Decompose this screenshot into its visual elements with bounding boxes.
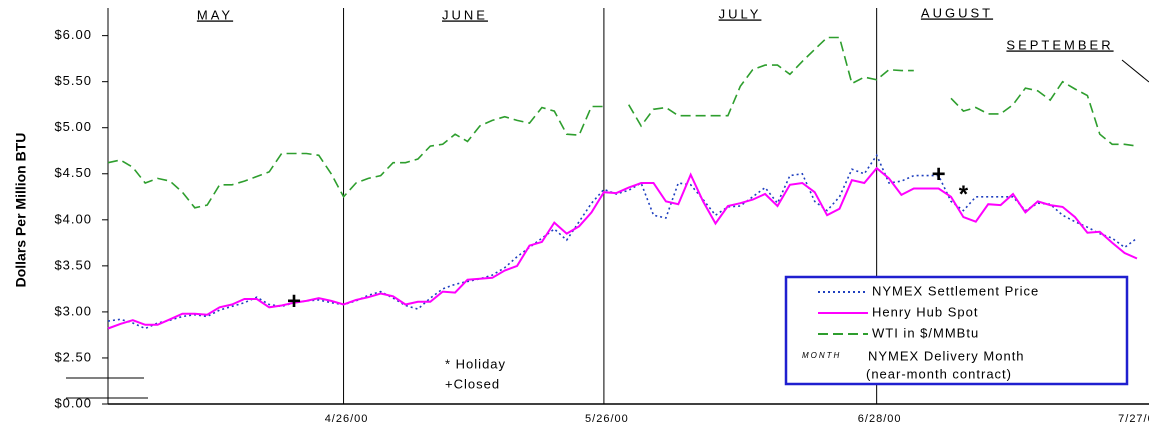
x-tick-label: 6/28/00 bbox=[858, 413, 902, 425]
month-label: MAY bbox=[197, 7, 233, 22]
y-tick-label: $4.50 bbox=[54, 165, 92, 180]
x-tick-label: 7/27/00 bbox=[1118, 413, 1149, 425]
x-tick-label: 5/26/00 bbox=[585, 413, 629, 425]
y-tick-label: $0.00 bbox=[54, 395, 92, 410]
month-label: JULY bbox=[719, 6, 762, 21]
note: * Holiday bbox=[445, 356, 506, 371]
note: +Closed bbox=[445, 376, 500, 391]
y-tick-label: $3.00 bbox=[54, 303, 92, 318]
legend-label: NYMEX Delivery Month bbox=[868, 348, 1025, 363]
legend-label: Henry Hub Spot bbox=[872, 304, 979, 319]
legend-label: WTI in $/MMBtu bbox=[872, 325, 979, 340]
marker: + bbox=[932, 161, 946, 188]
legend-label: (near-month contract) bbox=[866, 366, 1012, 381]
marker: * bbox=[959, 181, 969, 208]
y-tick-label: $5.00 bbox=[54, 119, 92, 134]
legend-label: NYMEX Settlement Price bbox=[872, 283, 1039, 298]
x-tick-label: 4/26/00 bbox=[325, 413, 369, 425]
month-pointer bbox=[1121, 59, 1149, 83]
month-label: SEPTEMBER bbox=[1006, 37, 1113, 52]
legend: NYMEX Settlement Price Henry Hub Spot WTI … bbox=[784, 275, 1129, 386]
y-tick-label: $6.00 bbox=[54, 27, 92, 42]
y-tick-label: $5.50 bbox=[54, 73, 92, 88]
month-label: JUNE bbox=[442, 7, 488, 22]
y-axis-label: Dollars Per Million BTU bbox=[13, 133, 29, 288]
marker: + bbox=[287, 288, 301, 315]
series-line bbox=[107, 36, 1138, 209]
legend-box bbox=[784, 275, 1129, 386]
series-line bbox=[107, 166, 1138, 330]
y-tick-label: $3.50 bbox=[54, 257, 92, 272]
y-tick-label: $4.00 bbox=[54, 211, 92, 226]
legend-tag: MONTH bbox=[802, 351, 841, 360]
month-label: AUGUST bbox=[921, 5, 993, 20]
y-tick-label: $2.50 bbox=[54, 349, 92, 364]
